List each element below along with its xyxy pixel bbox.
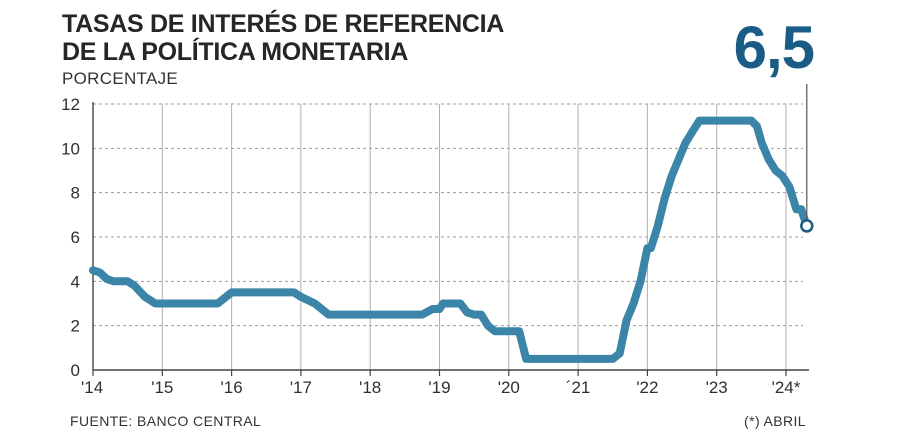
- x-tick-label: '14: [81, 378, 103, 397]
- title-line-1: TASAS DE INTERÉS DE REFERENCIA: [62, 10, 504, 38]
- footnote: (*) ABRIL: [744, 413, 806, 429]
- x-tick-label: '16: [221, 378, 243, 397]
- unit-label: PORCENTAJE: [62, 69, 179, 88]
- x-tick-label: ´21: [566, 378, 591, 397]
- y-tick-label: 2: [71, 317, 80, 336]
- y-tick-label: 0: [71, 361, 80, 380]
- chart-title: TASAS DE INTERÉS DE REFERENCIA DE LA POL…: [62, 10, 504, 66]
- tick-labels: 0 2 4 6 8 10 12 '14 '15 '16 '17 '18 '19 '20 ´21 '22 '23 '…: [61, 95, 801, 397]
- grid: [92, 103, 803, 370]
- axes: [92, 102, 809, 376]
- x-tick-label: '23: [706, 378, 728, 397]
- x-tick-label: '18: [359, 378, 381, 397]
- x-tick-label: '22: [636, 378, 658, 397]
- x-tick-label: '15: [151, 378, 173, 397]
- series-layer: [89, 84, 814, 363]
- y-tick-label: 8: [71, 184, 80, 203]
- title-line-2: DE LA POLÍTICA MONETARIA: [62, 38, 409, 66]
- x-tick-label: '19: [428, 378, 450, 397]
- y-tick-label: 4: [71, 272, 80, 291]
- series-line: [89, 116, 811, 363]
- y-tick-label: 12: [61, 95, 80, 114]
- current-value: 6,5: [733, 14, 815, 81]
- y-tick-label: 10: [61, 139, 80, 158]
- y-tick-label: 6: [71, 228, 80, 247]
- source-note: FUENTE: BANCO CENTRAL: [70, 413, 262, 429]
- x-tick-label: '17: [290, 378, 312, 397]
- x-tick-label: '20: [498, 378, 520, 397]
- last-point-marker: [800, 219, 814, 233]
- x-tick-label: '24*: [772, 378, 801, 397]
